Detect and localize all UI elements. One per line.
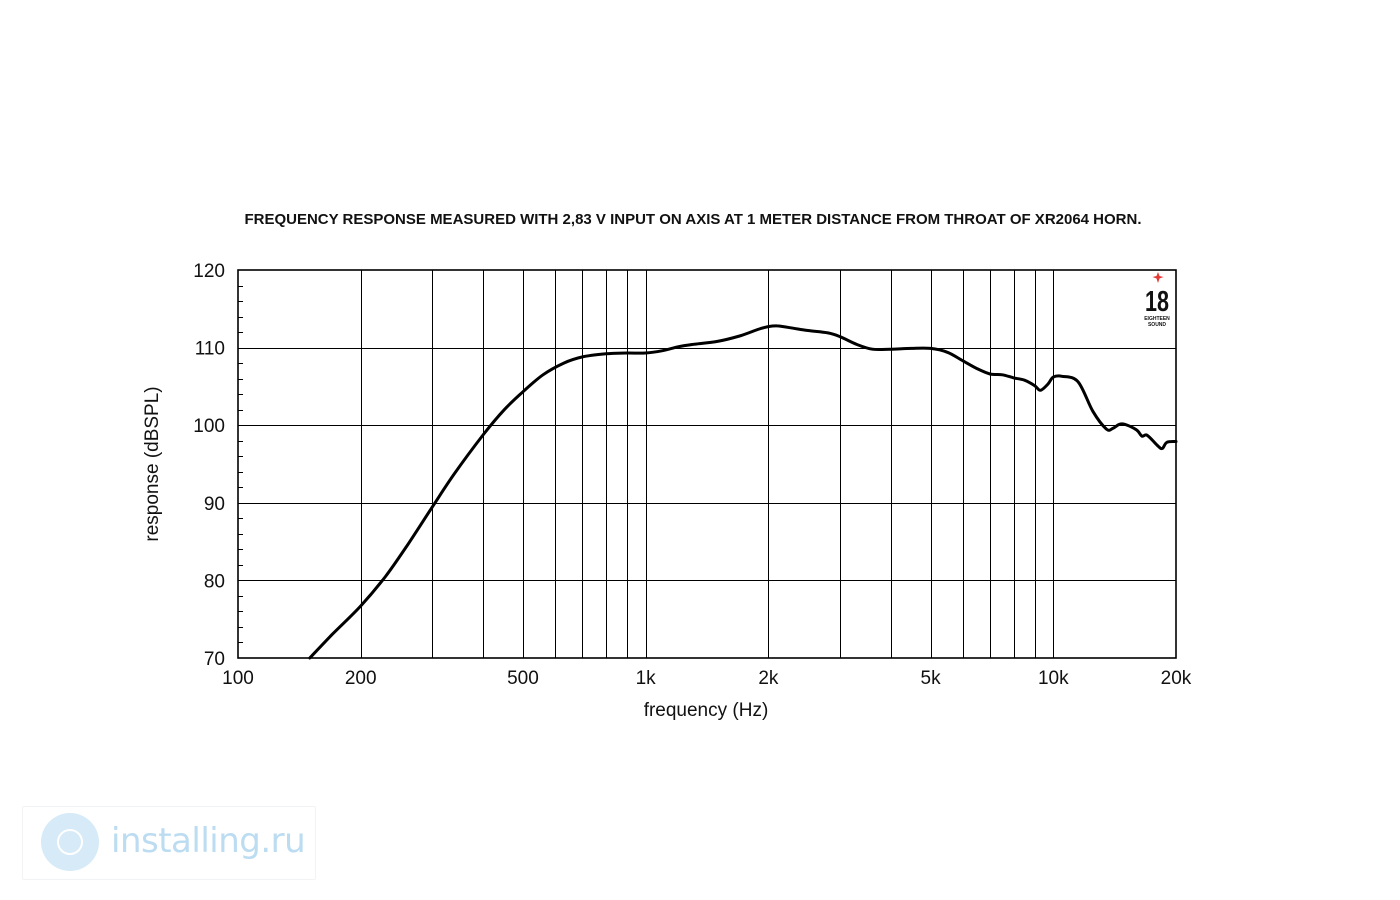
x-tick-label: 20k [1161, 668, 1192, 689]
y-tick-label: 120 [193, 261, 225, 282]
watermark-logo-icon [41, 813, 99, 871]
x-axis-tick-labels: 100 200 500 1k 2k 5k 10k 20k [222, 668, 1192, 689]
logo-line1: EIGHTEEN [1144, 316, 1170, 322]
y-axis-label: response (dBSPL) [142, 386, 163, 541]
x-tick-label: 10k [1038, 668, 1069, 689]
series-line [308, 324, 1178, 660]
chart-title: FREQUENCY RESPONSE MEASURED WITH 2,83 V … [244, 211, 1141, 228]
plot-frame [237, 269, 1177, 659]
eighteen-sound-logo: 18 EIGHTEEN SOUND [1144, 272, 1170, 328]
x-tick-label: 100 [222, 668, 254, 689]
watermark-text: installing.ru [111, 821, 306, 861]
grid [238, 270, 1176, 658]
y-tick-label: 100 [193, 416, 225, 437]
y-axis-tick-labels: 70 80 90 100 110 120 [193, 261, 225, 670]
x-tick-label: 2k [758, 668, 779, 689]
x-tick-label: 5k [921, 668, 942, 689]
logo-number: 18 [1145, 286, 1169, 318]
y-tick-label: 80 [204, 571, 225, 592]
minor-ticks [238, 286, 243, 643]
x-axis-label: frequency (Hz) [644, 700, 769, 721]
x-tick-label: 200 [345, 668, 377, 689]
y-tick-label: 110 [195, 339, 225, 360]
y-tick-label: 70 [204, 649, 225, 670]
watermark: installing.ru [22, 806, 316, 880]
x-tick-label: 500 [507, 668, 539, 689]
y-tick-label: 90 [204, 494, 225, 515]
x-tick-label: 1k [636, 668, 657, 689]
star-icon [1152, 272, 1164, 283]
logo-line2: SOUND [1148, 322, 1166, 328]
